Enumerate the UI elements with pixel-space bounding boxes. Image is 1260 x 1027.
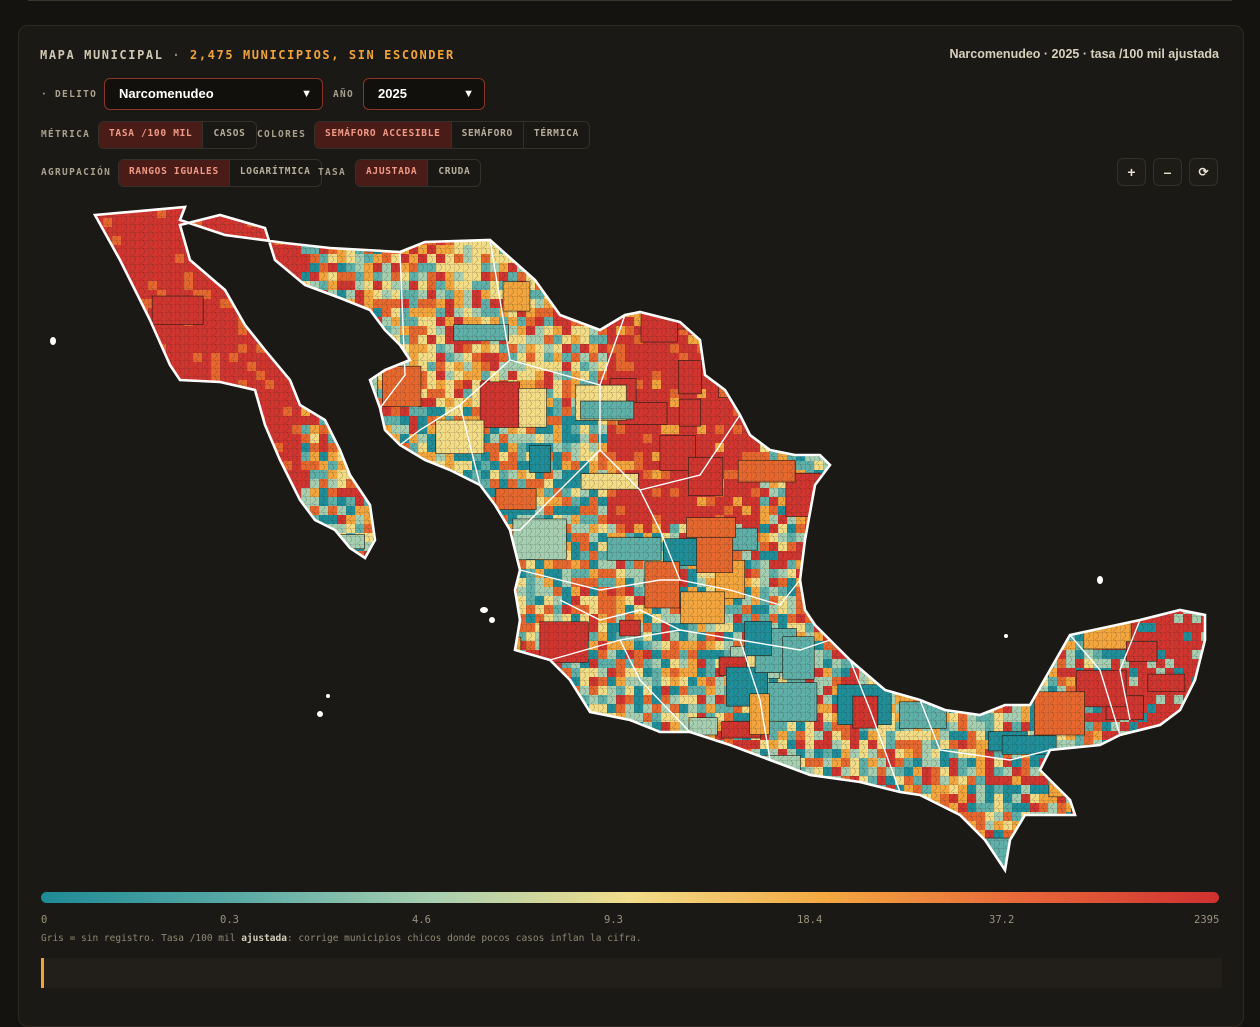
delito-value: Narcomenudeo — [119, 86, 214, 101]
islands — [50, 337, 1103, 717]
color-scale-bar — [41, 892, 1219, 903]
legend-note: Gris = sin registro. Tasa /100 mil ajust… — [41, 933, 642, 944]
colores-option-termica[interactable]: TÉRMICA — [533, 128, 579, 139]
anio-value: 2025 — [378, 86, 407, 101]
agrupacion-option-logaritmica[interactable]: LOGARÍTMICA — [239, 166, 311, 177]
chevron-down-icon: ▼ — [463, 88, 474, 100]
legend-tick: 9.3 — [604, 914, 623, 926]
municipal-choropleth-map[interactable] — [40, 200, 1220, 880]
map-subtitle: Narcomenudeo · 2025 · tasa /100 mil ajus… — [949, 47, 1219, 61]
chevron-down-icon: ▼ — [301, 88, 312, 100]
metrica-toggle: TASA /100 MIL CASOS — [98, 121, 257, 149]
metrica-option-tasa[interactable]: TASA /100 MIL — [99, 122, 204, 148]
tasa-toggle: AJUSTADA CRUDA — [355, 159, 482, 187]
legend-tick: 18.4 — [797, 914, 823, 926]
colores-option-semaforo[interactable]: SEMÁFORO — [452, 122, 524, 148]
title-highlight: 2,475 MUNICIPIOS, SIN ESCONDER — [190, 48, 455, 62]
agrupacion-toggle: RANGOS IGUALES LOGARÍTMICA — [118, 159, 322, 187]
zoom-in-button[interactable]: + — [1117, 158, 1146, 186]
colores-toggle: SEMÁFORO ACCESIBLE SEMÁFORO TÉRMICA — [314, 121, 590, 149]
colores-option-semaforo-accesible[interactable]: SEMÁFORO ACCESIBLE — [315, 122, 452, 148]
tasa-label: TASA — [318, 167, 347, 178]
panel-title: MAPA MUNICIPAL · 2,475 MUNICIPIOS, SIN E… — [40, 48, 455, 62]
legend-tick: 4.6 — [412, 914, 431, 926]
legend-tick: 2395 — [1194, 914, 1220, 926]
tasa-option-ajustada[interactable]: AJUSTADA — [356, 160, 429, 186]
delito-label: · DELITO — [41, 89, 98, 100]
metrica-label: MÉTRICA — [41, 129, 91, 140]
mexico-map-svg — [50, 205, 1207, 872]
insight-callout — [41, 958, 1222, 988]
colores-label: COLORES — [257, 129, 307, 140]
legend-tick: 0.3 — [220, 914, 239, 926]
delito-select[interactable]: Narcomenudeo ▼ — [104, 78, 323, 110]
tasa-option-cruda[interactable]: CRUDA — [438, 166, 471, 177]
legend-tick: 37.2 — [989, 914, 1015, 926]
agrupacion-option-rangos[interactable]: RANGOS IGUALES — [119, 160, 230, 186]
municipal-boundaries-pattern — [95, 207, 1205, 870]
top-divider — [28, 0, 1232, 1]
legend-tick: 0 — [41, 914, 48, 926]
reset-view-button[interactable]: ⟳ — [1189, 158, 1218, 186]
metrica-option-casos[interactable]: CASOS — [213, 128, 246, 139]
zoom-out-button[interactable]: – — [1153, 158, 1182, 186]
anio-select[interactable]: 2025 ▼ — [363, 78, 485, 110]
anio-label: AÑO — [333, 89, 355, 100]
agrupacion-label: AGRUPACIÓN — [41, 167, 112, 178]
